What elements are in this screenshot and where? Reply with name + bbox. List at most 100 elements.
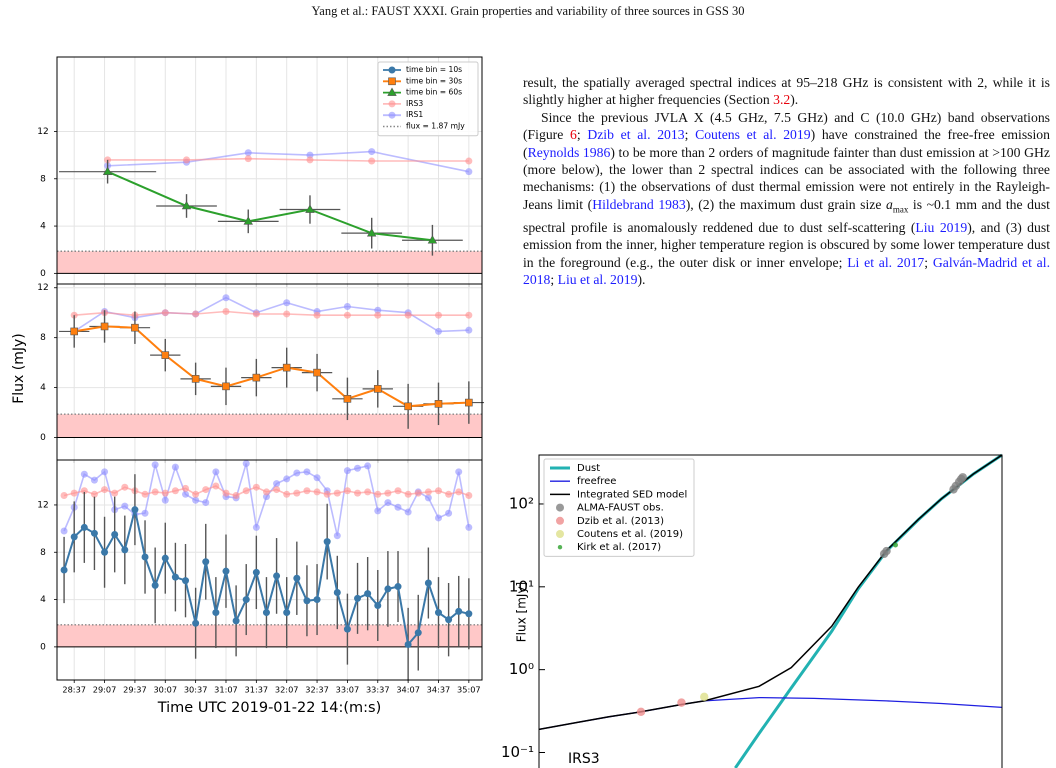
y-tick-label: 10²: [509, 494, 534, 512]
series-line: [107, 150, 469, 173]
text-run: result, the spatially averaged spectral …: [523, 75, 1050, 108]
x-tick-label: 34:37: [427, 685, 451, 695]
marker: [101, 486, 109, 494]
y-tick-label: 0: [40, 642, 46, 652]
legend-swatch: [556, 516, 564, 525]
marker: [192, 496, 200, 504]
marker: [222, 489, 230, 497]
marker: [465, 523, 473, 531]
marker: [242, 487, 250, 495]
marker: [101, 468, 109, 476]
legend-box: [377, 61, 479, 137]
marker: [306, 156, 314, 164]
text-run: Since the previous JVLA X (4.5 GHz, 7.5 …: [523, 109, 1050, 143]
data-point: [882, 546, 891, 556]
text-run: ) have constrained the free-free emissio…: [523, 127, 1050, 160]
paragraph: Since the previous JVLA X (4.5 GHz, 7.5 …: [523, 109, 1050, 289]
marker: [141, 509, 149, 517]
text-run: ), (2) the maximum dust grain size: [685, 196, 887, 212]
citation-link[interactable]: Dzib et al. 2013: [587, 127, 685, 143]
citation-link[interactable]: Hildebrand 1983: [592, 196, 686, 212]
marker: [343, 395, 352, 403]
marker: [434, 311, 442, 319]
citation-link[interactable]: Coutens et al. 2019: [695, 127, 811, 143]
marker: [343, 467, 351, 475]
marker: [434, 327, 442, 335]
marker: [333, 532, 341, 540]
marker: [424, 488, 432, 496]
y-tick-label: 12: [37, 283, 48, 293]
citation-link[interactable]: 3.2: [773, 92, 791, 108]
citation-link[interactable]: Reynolds 1986: [527, 144, 611, 160]
marker: [244, 155, 252, 163]
marker: [343, 311, 351, 319]
marker: [111, 531, 119, 539]
marker: [364, 488, 372, 496]
marker: [171, 463, 179, 471]
x-tick-label: 35:07: [457, 685, 481, 695]
marker: [455, 607, 463, 615]
y-tick-label: 4: [40, 383, 46, 393]
marker: [404, 641, 412, 649]
marker: [273, 572, 281, 580]
marker: [293, 574, 301, 582]
marker: [465, 311, 473, 319]
marker: [181, 200, 192, 210]
marker: [354, 489, 362, 497]
citation-link[interactable]: 6: [570, 127, 577, 143]
legend-label: flux = 1.87 mJy: [406, 122, 465, 131]
marker: [192, 310, 200, 318]
marker: [427, 235, 438, 244]
light-curve-panel: 0 4 8 12 Flux (mJy): [11, 283, 485, 463]
marker: [90, 529, 98, 537]
marker: [333, 588, 341, 596]
marker: [151, 461, 159, 469]
subscript: max: [892, 204, 909, 215]
marker: [161, 351, 170, 359]
marker: [151, 488, 159, 496]
sensitivity-band: [57, 251, 482, 274]
marker: [70, 533, 78, 541]
marker: [424, 579, 432, 587]
legend-label: time bin = 10s: [406, 65, 462, 74]
legend-box: [543, 458, 695, 557]
marker: [368, 148, 376, 156]
marker: [465, 610, 473, 618]
x-tick-label: 29:07: [93, 685, 117, 695]
y-tick-label: 8: [40, 174, 46, 184]
marker: [354, 464, 362, 472]
y-tick-label: 4: [40, 222, 46, 232]
marker: [80, 523, 88, 531]
marker: [222, 567, 230, 575]
marker: [90, 490, 98, 498]
citation-link[interactable]: Liu 2019: [915, 219, 968, 235]
citation-link[interactable]: Galván-Madrid et al. 2018: [523, 254, 1050, 288]
marker: [313, 368, 321, 377]
marker: [434, 487, 442, 495]
marker: [242, 596, 250, 604]
marker: [303, 487, 311, 495]
citation-link[interactable]: Li et al. 2017: [847, 254, 925, 270]
data-point: [700, 692, 709, 702]
marker: [434, 514, 442, 522]
marker: [374, 507, 382, 515]
marker: [252, 310, 260, 318]
y-tick-label: 0: [40, 269, 46, 279]
marker: [373, 385, 382, 393]
data-point: [636, 707, 646, 716]
marker: [364, 590, 372, 598]
citation-link[interactable]: Liu et al. 2019: [557, 272, 638, 288]
marker: [191, 375, 200, 383]
legend-label: time bin = 60s: [406, 88, 462, 97]
model-curve: [538, 696, 1003, 731]
legend-label: IRS1: [406, 110, 423, 119]
marker: [404, 402, 412, 411]
marker: [283, 490, 291, 498]
model-curve: [538, 454, 1003, 731]
y-tick-label: 4: [40, 595, 46, 605]
marker: [182, 484, 190, 492]
marker: [394, 583, 402, 591]
marker: [111, 489, 119, 497]
marker: [384, 499, 392, 507]
